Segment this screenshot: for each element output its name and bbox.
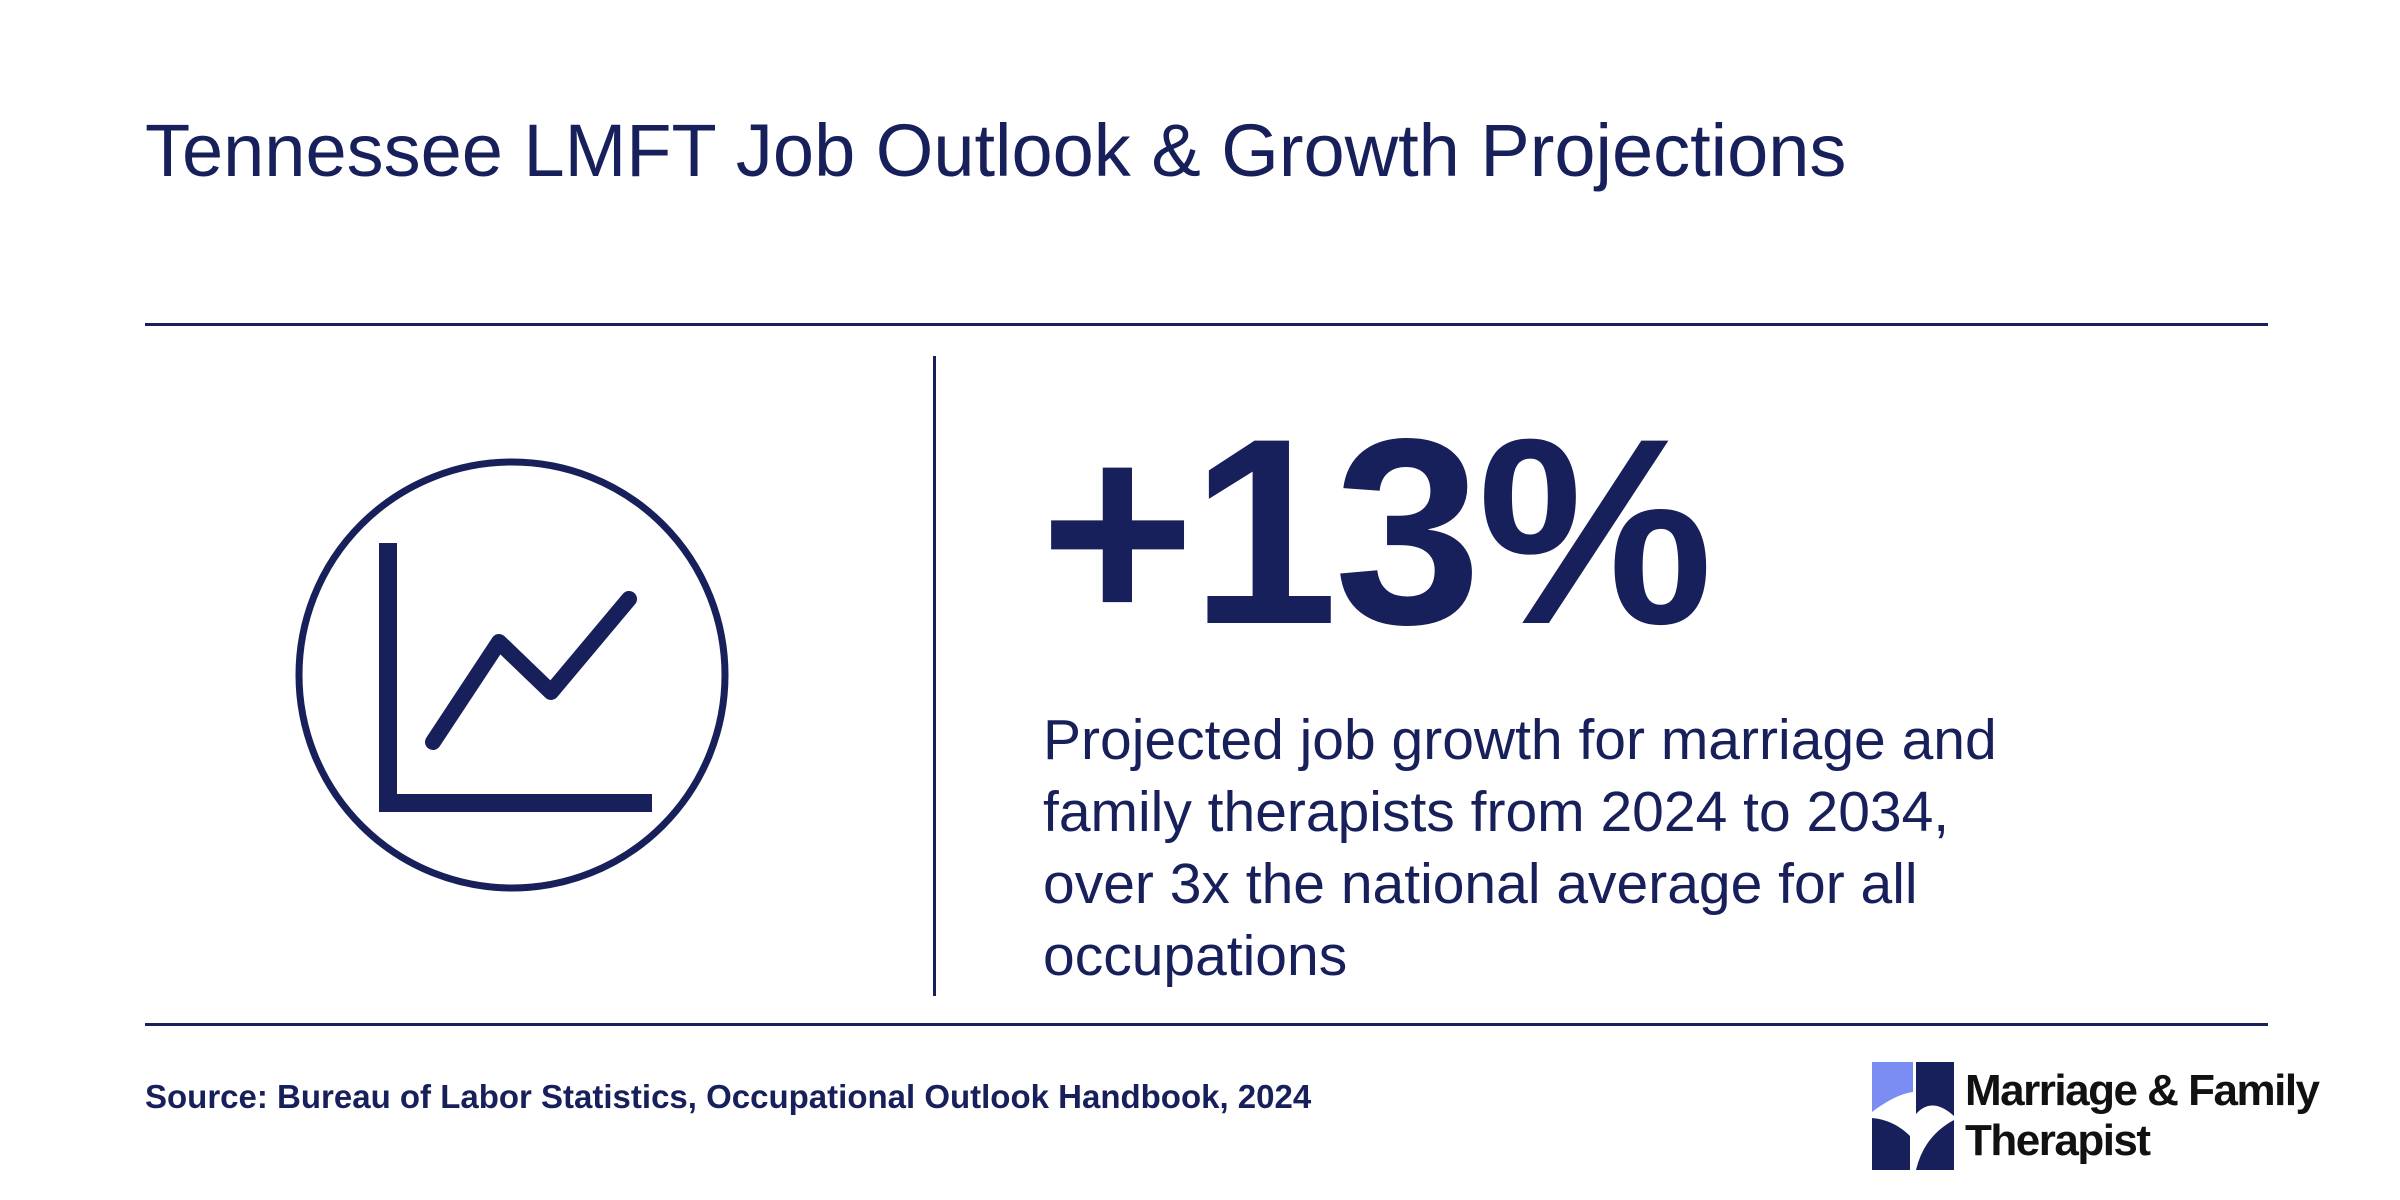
brand-logo[interactable]: Marriage & Family Therapist <box>1872 1060 2320 1172</box>
line-chart-circle-icon <box>295 458 729 892</box>
brand-name: Marriage & Family Therapist <box>1965 1066 2320 1166</box>
stat-description: Projected job growth for marriage and fa… <box>1043 708 1997 988</box>
pinwheel-logo-icon <box>1872 1062 1954 1170</box>
top-divider <box>145 323 2268 326</box>
bottom-divider <box>145 1023 2268 1026</box>
page-title: Tennessee LMFT Job Outlook & Growth Proj… <box>145 109 1847 192</box>
brand-name-line2: Therapist <box>1965 1116 2151 1165</box>
vertical-divider <box>933 356 936 996</box>
stat-value: +13% <box>1040 384 1713 680</box>
brand-name-line1: Marriage & Family <box>1965 1066 2320 1115</box>
source-citation: Source: Bureau of Labor Statistics, Occu… <box>145 1078 1312 1115</box>
